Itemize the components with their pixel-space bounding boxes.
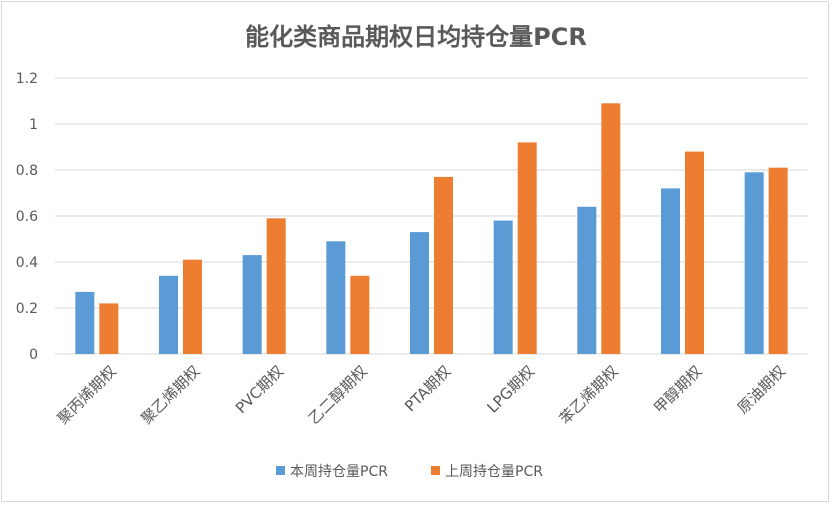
bar-series-2 (685, 151, 704, 354)
x-category-label: 聚乙烯期权 (138, 362, 204, 428)
bar-series-1 (75, 291, 95, 354)
x-category-label: PVC期权 (232, 362, 287, 417)
x-category-label: PTA期权 (401, 362, 454, 415)
bar-series-2 (768, 167, 788, 354)
y-tick-label: 0 (29, 347, 38, 363)
x-category-label: 原油期权 (734, 362, 789, 417)
bars (75, 103, 788, 354)
bar-series-1 (577, 206, 597, 354)
bar-series-2 (350, 275, 370, 354)
bar-series-1 (159, 275, 178, 354)
bar-series-1 (493, 220, 513, 354)
x-category-label: LPG期权 (484, 362, 538, 416)
legend-label-series-2: 上周持仓量PCR (445, 464, 543, 480)
y-tick-label: 0.8 (16, 163, 38, 179)
y-tick-label: 0.6 (16, 209, 38, 225)
x-category-label: 苯乙烯期权 (556, 362, 622, 428)
legend-swatch-series-2 (431, 466, 440, 475)
y-tick-label: 1.2 (16, 71, 38, 87)
x-category-label: 乙二醇期权 (305, 362, 371, 428)
bar-series-1 (410, 232, 429, 354)
y-axis-ticks: 0 0.2 0.4 0.6 0.8 1 1.2 (16, 71, 38, 363)
y-tick-label: 1 (29, 117, 38, 133)
x-axis-categories: 聚丙烯期权 聚乙烯期权 PVC期权 乙二醇期权 PTA期权 LPG期权 苯乙烯期权 甲醇期权原… (54, 362, 789, 428)
y-tick-label: 0.4 (16, 255, 38, 271)
bar-series-2 (517, 142, 537, 354)
chart-title: 能化类商品期权日均持仓量PCR (245, 23, 587, 51)
bar-series-1 (744, 172, 764, 354)
legend-swatch-series-1 (276, 466, 285, 475)
x-category-label: 聚丙烯期权 (54, 362, 120, 428)
bar-series-2 (183, 259, 202, 354)
bar-series-2 (434, 176, 453, 354)
bar-series-2 (99, 303, 119, 354)
gridlines (55, 77, 808, 355)
x-category-label: 甲醇期权 (650, 362, 705, 417)
legend: 本周持仓量PCR 上周持仓量PCR (276, 464, 543, 480)
bar-series-1 (242, 255, 262, 354)
legend-label-series-1: 本周持仓量PCR (290, 464, 388, 480)
y-tick-label: 0.2 (16, 301, 38, 317)
bar-series-1 (661, 188, 680, 354)
bar-series-2 (601, 103, 621, 354)
bar-series-1 (326, 241, 346, 354)
bar-series-2 (266, 218, 286, 354)
